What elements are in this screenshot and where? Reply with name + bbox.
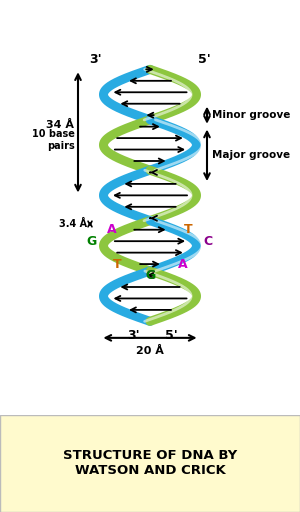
Text: C: C	[145, 269, 154, 282]
Text: 10 base
pairs: 10 base pairs	[32, 129, 74, 151]
Text: G: G	[87, 234, 97, 248]
Text: T: T	[184, 223, 193, 236]
Text: G: G	[145, 269, 155, 282]
Text: Minor groove: Minor groove	[212, 110, 290, 120]
Text: Major groove: Major groove	[212, 150, 290, 160]
Text: 3': 3'	[127, 329, 140, 342]
Text: 3.4 Å: 3.4 Å	[59, 219, 87, 229]
Text: C: C	[204, 234, 213, 248]
Text: 34 Å: 34 Å	[46, 120, 74, 130]
Text: 20 Å: 20 Å	[136, 346, 164, 356]
Text: 3': 3'	[89, 53, 102, 67]
Text: T: T	[113, 258, 122, 270]
Text: A: A	[106, 223, 116, 236]
Text: STRUCTURE OF DNA BY
WATSON AND CRICK: STRUCTURE OF DNA BY WATSON AND CRICK	[63, 450, 237, 477]
Text: 5': 5'	[198, 53, 211, 67]
Text: A: A	[178, 258, 188, 270]
Text: 5': 5'	[165, 329, 177, 342]
